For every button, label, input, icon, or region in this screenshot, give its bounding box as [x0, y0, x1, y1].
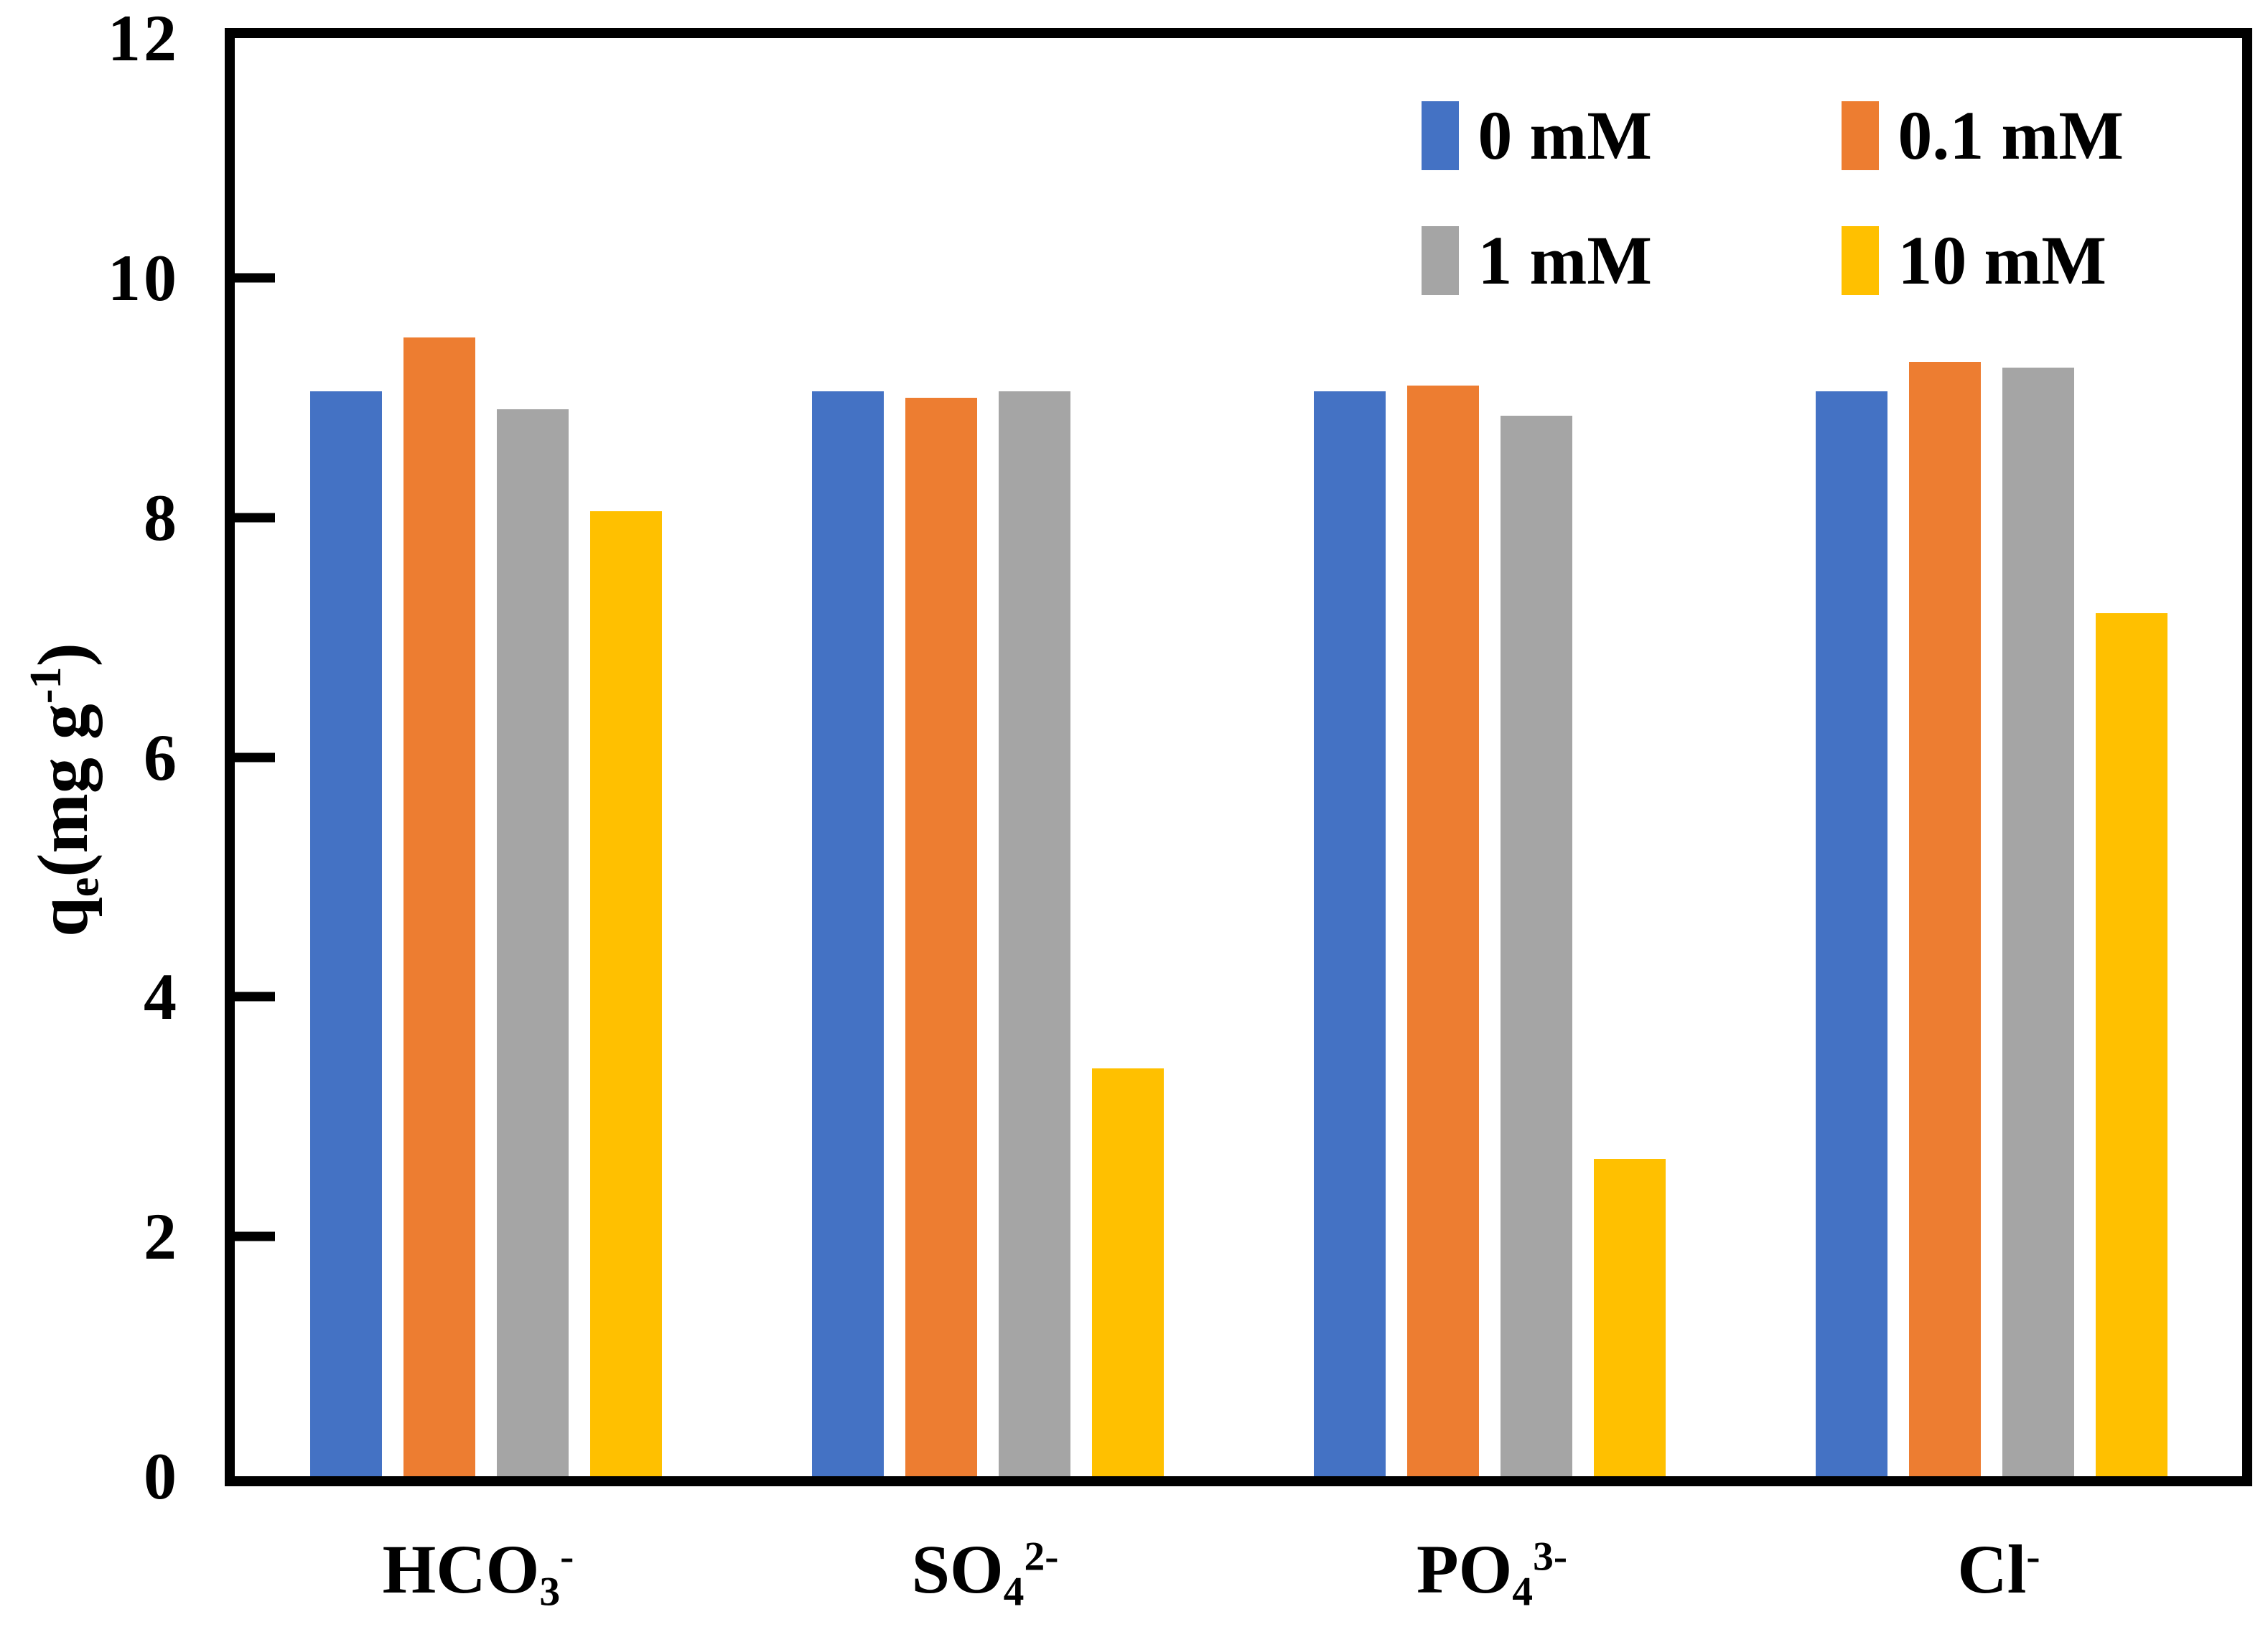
legend-swatch-1mM — [1422, 226, 1460, 295]
y-axis-tick-labels: 0 2 4 6 8 10 12 — [0, 5, 179, 1509]
bar-po4-0.1mM — [1406, 386, 1479, 1476]
bar-cl-1mM — [2002, 368, 2074, 1476]
bar-hco3-0mM — [309, 391, 382, 1476]
legend-label-0.1mM: 0.1 mM — [1898, 97, 2124, 174]
y-tick-label-0: 0 — [144, 1440, 179, 1513]
bar-group-so4 — [737, 38, 1238, 1476]
legend-swatch-10mM — [1842, 226, 1880, 295]
bar-group-cl — [1740, 38, 2242, 1476]
legend-label-10mM: 10 mM — [1898, 222, 2106, 299]
y-tick-mark-8 — [235, 513, 275, 523]
bar-group-po4 — [1238, 38, 1740, 1476]
bar-hco3-0.1mM — [403, 337, 475, 1476]
bar-so4-10mM — [1091, 1068, 1164, 1476]
bar-cl-0mM — [1815, 391, 1887, 1476]
y-tick-mark-2 — [235, 1231, 275, 1241]
legend-label-1mM: 1 mM — [1478, 222, 1652, 299]
legend-item-0mM: 0 mM — [1422, 101, 1842, 170]
legend-item-1mM: 1 mM — [1422, 226, 1842, 295]
y-tick-mark-6 — [235, 752, 275, 762]
bar-po4-1mM — [1500, 415, 1572, 1476]
bar-group-hco3 — [235, 38, 737, 1476]
y-tick-label-4: 4 — [144, 960, 179, 1034]
y-tick-mark-10 — [235, 273, 275, 283]
bar-groups — [235, 38, 2242, 1476]
bar-hco3-10mM — [589, 511, 662, 1476]
x-category-cl: Cl- — [1957, 1531, 2040, 1608]
x-axis-category-labels: HCO3- SO42- PO43- Cl- — [225, 1528, 2252, 1615]
x-category-po4: PO43- — [1416, 1531, 1568, 1615]
bar-cl-10mM — [2095, 613, 2167, 1476]
bar-po4-0mM — [1313, 391, 1386, 1476]
y-tick-mark-4 — [235, 992, 275, 1002]
y-tick-label-2: 2 — [144, 1200, 179, 1274]
legend-item-10mM: 10 mM — [1842, 226, 2124, 295]
chart-legend: 0 mM 0.1 mM 1 mM 10 mM — [1422, 101, 2124, 295]
bar-cl-0.1mM — [1908, 361, 1981, 1476]
bar-so4-0mM — [811, 391, 884, 1476]
bar-po4-10mM — [1593, 1158, 1666, 1476]
legend-label-0mM: 0 mM — [1478, 97, 1652, 174]
bar-hco3-1mM — [496, 409, 569, 1476]
plot-area: 0 mM 0.1 mM 1 mM 10 mM — [225, 28, 2252, 1486]
x-category-so4: SO42- — [911, 1531, 1059, 1615]
y-tick-label-12: 12 — [108, 1, 179, 75]
y-tick-label-8: 8 — [144, 480, 179, 554]
legend-item-0.1mM: 0.1 mM — [1842, 101, 2124, 170]
bar-so4-0.1mM — [905, 397, 977, 1476]
legend-swatch-0mM — [1422, 101, 1460, 170]
legend-swatch-0.1mM — [1842, 101, 1880, 170]
x-category-hco3: HCO3- — [382, 1531, 574, 1615]
y-tick-label-10: 10 — [108, 241, 179, 314]
bar-so4-1mM — [998, 391, 1070, 1476]
y-tick-label-6: 6 — [144, 720, 179, 794]
